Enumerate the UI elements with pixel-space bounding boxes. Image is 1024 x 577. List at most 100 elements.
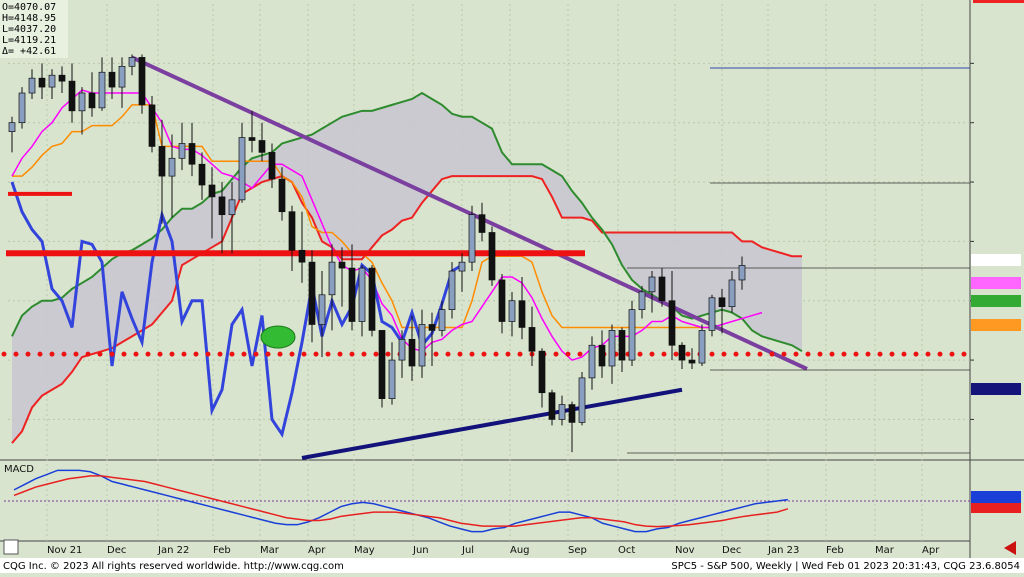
candle-body bbox=[698, 330, 706, 364]
x-tick-label: Dec bbox=[107, 545, 126, 556]
candle-body bbox=[118, 65, 126, 88]
candle-body bbox=[108, 71, 116, 88]
candle-body bbox=[518, 300, 526, 328]
x-tick-label: Jan 23 bbox=[767, 545, 799, 556]
candle-body bbox=[578, 377, 586, 423]
price-tag-bg bbox=[971, 295, 1021, 307]
candle-body bbox=[688, 359, 696, 364]
x-tick-label: Jun bbox=[412, 545, 429, 556]
candle-body bbox=[598, 344, 606, 367]
candle-body bbox=[238, 137, 246, 201]
x-tick-label: Feb bbox=[826, 545, 844, 556]
annotations bbox=[260, 325, 296, 349]
candle-body bbox=[48, 74, 56, 88]
macd-panel: MACD bbox=[4, 464, 1021, 533]
candle-body bbox=[418, 324, 426, 367]
price-tag-bg bbox=[971, 254, 1021, 266]
x-tick-label: Apr bbox=[922, 545, 940, 556]
candle-body bbox=[258, 140, 266, 153]
green-marker bbox=[260, 325, 296, 349]
x-tick-label: Nov bbox=[675, 545, 695, 556]
candle-body bbox=[618, 330, 626, 361]
candle-body bbox=[68, 80, 76, 112]
candle-body bbox=[18, 92, 26, 124]
x-tick-label: Aug bbox=[510, 545, 530, 556]
candle-body bbox=[388, 359, 396, 400]
candle-body bbox=[448, 270, 456, 310]
x-tick-label: Mar bbox=[260, 545, 280, 556]
candle-body bbox=[168, 157, 176, 177]
scroll-arrow-icon[interactable] bbox=[1004, 541, 1016, 555]
scroll-box[interactable] bbox=[3, 539, 19, 555]
candle-body bbox=[198, 163, 206, 186]
candle-body bbox=[608, 330, 616, 367]
candle-body bbox=[38, 77, 46, 88]
candle-body bbox=[428, 324, 436, 331]
candle-body bbox=[328, 261, 336, 296]
candle-body bbox=[668, 300, 676, 346]
signal-tag-bg bbox=[971, 503, 1021, 513]
candle-body bbox=[78, 92, 86, 112]
macd-line bbox=[13, 469, 788, 533]
candle-body bbox=[398, 338, 406, 361]
support-line bbox=[301, 387, 683, 460]
candle-body bbox=[588, 344, 596, 379]
candle-body bbox=[218, 196, 226, 216]
price-tag-bg bbox=[971, 383, 1021, 395]
macd-tag-bg bbox=[971, 491, 1021, 503]
x-tick-label: Sep bbox=[568, 545, 587, 556]
x-tick-label: Apr bbox=[308, 545, 326, 556]
x-tick-label: Nov 21 bbox=[47, 545, 82, 556]
x-tick-label: Feb bbox=[213, 545, 231, 556]
candle-body bbox=[468, 214, 476, 263]
footer-copyright: CQG Inc. © 2023 All rights reserved worl… bbox=[3, 561, 344, 572]
kijun-line bbox=[12, 104, 722, 329]
candle-body bbox=[438, 309, 446, 331]
ohlc-open: O=4070.07 bbox=[2, 2, 56, 13]
x-tick-label: Dec bbox=[722, 545, 741, 556]
candle-body bbox=[628, 309, 636, 361]
candle-body bbox=[708, 297, 716, 331]
x-tick-label: Jan 22 bbox=[157, 545, 189, 556]
candle-body bbox=[128, 57, 136, 67]
price-tag-bg bbox=[971, 277, 1021, 289]
tenkan-line bbox=[11, 89, 763, 361]
ohlc-low: L=4037.20 bbox=[2, 24, 56, 35]
candle-body bbox=[408, 338, 416, 367]
candle-body bbox=[528, 327, 536, 352]
candle-body bbox=[288, 211, 296, 251]
indicator-lines bbox=[1, 55, 973, 460]
candle-body bbox=[318, 294, 326, 325]
downtrend-line bbox=[131, 55, 808, 371]
candle-body bbox=[728, 279, 736, 308]
candle-body bbox=[678, 344, 686, 361]
grid bbox=[0, 0, 1024, 558]
candle-body bbox=[358, 267, 366, 322]
candle-body bbox=[648, 276, 656, 293]
macd-signal-line bbox=[13, 475, 789, 528]
candle-body bbox=[738, 265, 746, 281]
top-red-bar bbox=[973, 0, 1024, 3]
candle-body bbox=[488, 232, 496, 281]
candle-body bbox=[348, 267, 356, 322]
lagging-span-line bbox=[10, 181, 463, 438]
candle-body bbox=[208, 184, 216, 198]
footer-bar bbox=[0, 558, 1024, 573]
candle-body bbox=[298, 249, 306, 263]
candle-body bbox=[248, 137, 256, 141]
x-tick-label: Oct bbox=[618, 545, 635, 556]
candle-body bbox=[658, 276, 666, 302]
candle-body bbox=[188, 143, 196, 165]
x-tick-label: Mar bbox=[875, 545, 895, 556]
candle-body bbox=[378, 330, 386, 400]
candle-body bbox=[228, 199, 236, 216]
candle-body bbox=[98, 71, 106, 109]
ohlc-change: Δ= +42.61 bbox=[2, 46, 56, 57]
candle-body bbox=[498, 279, 506, 322]
candle-body bbox=[158, 146, 166, 177]
ohlc-last: L=4119.21 bbox=[2, 35, 56, 46]
candle-body bbox=[338, 261, 346, 269]
time-axis: Nov 21 Dec Jan 22 Feb Mar Apr May Jun Jul Aug Sep O… bbox=[47, 545, 940, 556]
